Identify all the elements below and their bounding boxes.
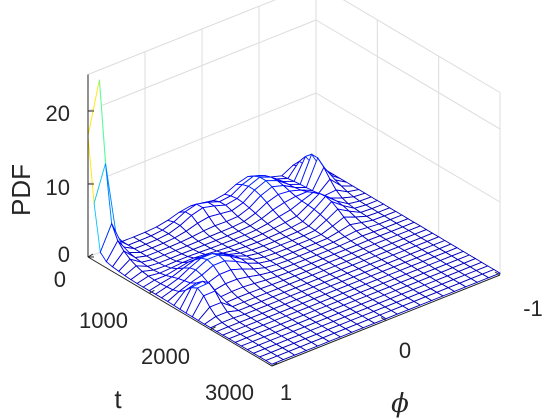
t-axis-label: t [114,384,122,414]
axes-lines [87,74,501,367]
z-tick-label-20: 20 [46,101,70,126]
z-tick-label-10: 10 [46,175,70,200]
phi-axis-label: ϕ [391,389,409,419]
z-tick-label-0: 0 [58,242,70,267]
side-wall-gridline [315,19,501,130]
side-wall-gridline [315,92,501,203]
phi-tick-mark [494,271,501,276]
t-tick-label-3000: 3000 [205,380,254,405]
t-tick-label-2000: 2000 [141,344,190,369]
t-tick-mark [210,326,216,331]
phi-tick-mark [266,362,273,367]
phi-tick-mark [380,317,387,321]
surface-cell [481,268,502,279]
phi-tick-label-1: 1 [280,380,292,405]
pdf-surface [87,79,502,365]
t-tick-mark [149,289,155,294]
phi-tick-label-neg1: -1 [523,296,543,321]
t-tick-label-0: 0 [54,267,66,292]
top-side-edge [342,0,501,93]
t-tick-label-1000: 1000 [79,308,128,333]
t-tick-mark [87,253,94,258]
z-axis-label: PDF [6,164,36,216]
phi-tick-label-0: 0 [399,338,411,363]
t-axis-line [87,256,273,367]
top-back-edge [87,0,277,75]
t-tick-mark [271,362,278,367]
